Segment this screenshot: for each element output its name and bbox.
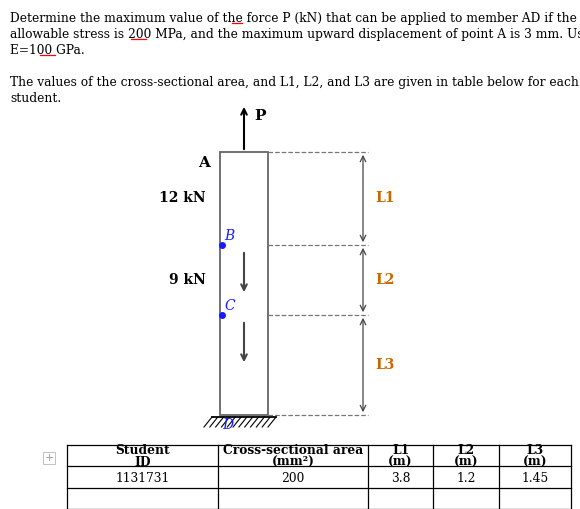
Text: allowable stress is 200 MPa, and the maximum upward displacement of point A is 3: allowable stress is 200 MPa, and the max…	[10, 28, 580, 41]
Text: +: +	[44, 453, 54, 463]
Text: 12 kN: 12 kN	[160, 191, 206, 206]
Text: 200: 200	[281, 472, 305, 486]
Text: L3: L3	[375, 358, 394, 372]
Text: 9 kN: 9 kN	[169, 273, 206, 287]
Text: Cross-sectional area: Cross-sectional area	[223, 444, 363, 457]
Text: C: C	[224, 299, 235, 313]
Text: A: A	[198, 156, 210, 170]
Text: Determine the maximum value of the force P (kN) that can be applied to member AD: Determine the maximum value of the force…	[10, 12, 577, 25]
Text: The values of the cross-sectional area, and L1, L2, and L3 are given in table be: The values of the cross-sectional area, …	[10, 76, 579, 89]
Text: Student: Student	[115, 444, 170, 457]
Text: L3: L3	[527, 444, 543, 457]
Text: (mm²): (mm²)	[271, 456, 314, 469]
Text: L1: L1	[392, 444, 409, 457]
Text: (m): (m)	[523, 456, 548, 469]
Text: L2: L2	[458, 444, 474, 457]
Text: 1131731: 1131731	[115, 472, 169, 486]
Text: 1.45: 1.45	[521, 472, 549, 486]
Text: L2: L2	[375, 273, 394, 287]
Text: (m): (m)	[454, 456, 478, 469]
Text: D: D	[222, 418, 233, 432]
Text: E=100 GPa.: E=100 GPa.	[10, 44, 85, 57]
Text: (m): (m)	[388, 456, 413, 469]
Text: student.: student.	[10, 92, 61, 105]
Text: 1.2: 1.2	[456, 472, 476, 486]
Text: B: B	[224, 229, 234, 243]
Text: ID: ID	[134, 456, 151, 469]
Bar	[220, 152, 268, 415]
Text: 3.8: 3.8	[391, 472, 410, 486]
Text: P: P	[254, 109, 266, 123]
Text: L1: L1	[375, 191, 394, 206]
